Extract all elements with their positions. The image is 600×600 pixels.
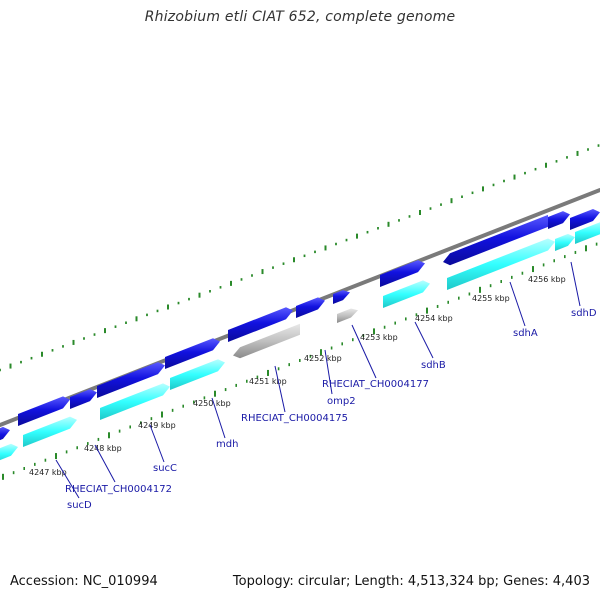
other-feature-arrow	[233, 323, 300, 359]
gene-label: omp2	[327, 396, 356, 407]
kbp-labels: 4247 kbp 4248 kbp 4249 kbp 4250 kbp 4251 kbp…	[29, 275, 566, 477]
forward-cds-arrow	[296, 297, 325, 318]
outer-tick-ring	[0, 144, 600, 372]
forward-cds-arrow	[333, 290, 350, 304]
gene-label: sdhB	[421, 360, 446, 371]
forward-cds-arrow	[570, 208, 600, 230]
gene-label: sucC	[153, 463, 177, 474]
gene-labels: sucD RHECIAT_CH0004172 sucC mdh RHECIAT_CH00…	[55, 261, 597, 511]
kbp-label: 4254 kbp	[415, 314, 453, 323]
forward-cds-arrow	[0, 426, 10, 441]
kbp-label: 4248 kbp	[84, 444, 122, 453]
forward-cds-arrow	[70, 389, 97, 409]
reverse-cds-arrow	[100, 383, 170, 420]
kbp-label: 4255 kbp	[472, 294, 510, 303]
kbp-label: 4253 kbp	[360, 333, 398, 342]
forward-cds-arrow	[228, 307, 293, 342]
reverse-cds-arrow	[0, 443, 18, 461]
gene-label: mdh	[216, 439, 238, 450]
gene-leader-line	[211, 397, 226, 439]
gene-leader-line	[55, 459, 80, 499]
gene-leader-line	[570, 261, 581, 307]
forward-cds-arrow	[18, 396, 70, 426]
reverse-cds-arrow	[383, 280, 430, 308]
reverse-cds-arrow	[555, 233, 575, 251]
forward-cds-arrow	[548, 211, 570, 229]
other-feature-arrow	[337, 308, 358, 323]
gene-label: sdhD	[571, 308, 597, 319]
gene-leader-line	[324, 349, 333, 395]
kbp-label: 4251 kbp	[249, 377, 287, 386]
reverse-cds-arrow	[23, 416, 77, 447]
forward-cds-arrow	[97, 362, 165, 398]
kbp-label: 4249 kbp	[138, 421, 176, 430]
forward-cds-arrow	[165, 338, 220, 369]
gene-label: RHECIAT_CH0004177	[322, 379, 429, 390]
gene-leader-line	[149, 424, 165, 463]
inner-tick-ring	[2, 242, 598, 480]
gene-leader-line	[351, 324, 377, 379]
gene-leader-line	[94, 444, 116, 483]
accession-text: Accession: NC_010994	[10, 574, 158, 589]
reverse-cds-arrow	[170, 359, 225, 390]
kbp-label: 4252 kbp	[304, 354, 342, 363]
reverse-cds-arrow	[447, 238, 555, 290]
map-title: Rhizobium etli CIAT 652, complete genome	[144, 9, 456, 25]
gene-leader-line	[509, 281, 526, 327]
gene-label: RHECIAT_CH0004175	[241, 413, 348, 424]
gene-label: sdhA	[513, 328, 538, 339]
gene-leader-line	[414, 321, 434, 359]
topology-text: Topology: circular; Length: 4,513,324 bp…	[232, 574, 590, 589]
feature-track	[0, 208, 600, 461]
gene-label: sucD	[67, 500, 92, 511]
reverse-cds-arrow	[575, 222, 600, 244]
gene-leader-line	[274, 365, 286, 413]
kbp-label: 4256 kbp	[528, 275, 566, 284]
reverse-cds-arrow	[443, 214, 548, 266]
gene-label: RHECIAT_CH0004172	[65, 484, 172, 495]
forward-cds-arrow	[380, 260, 425, 287]
kbp-label: 4247 kbp	[29, 468, 67, 477]
kbp-label: 4250 kbp	[193, 399, 231, 408]
